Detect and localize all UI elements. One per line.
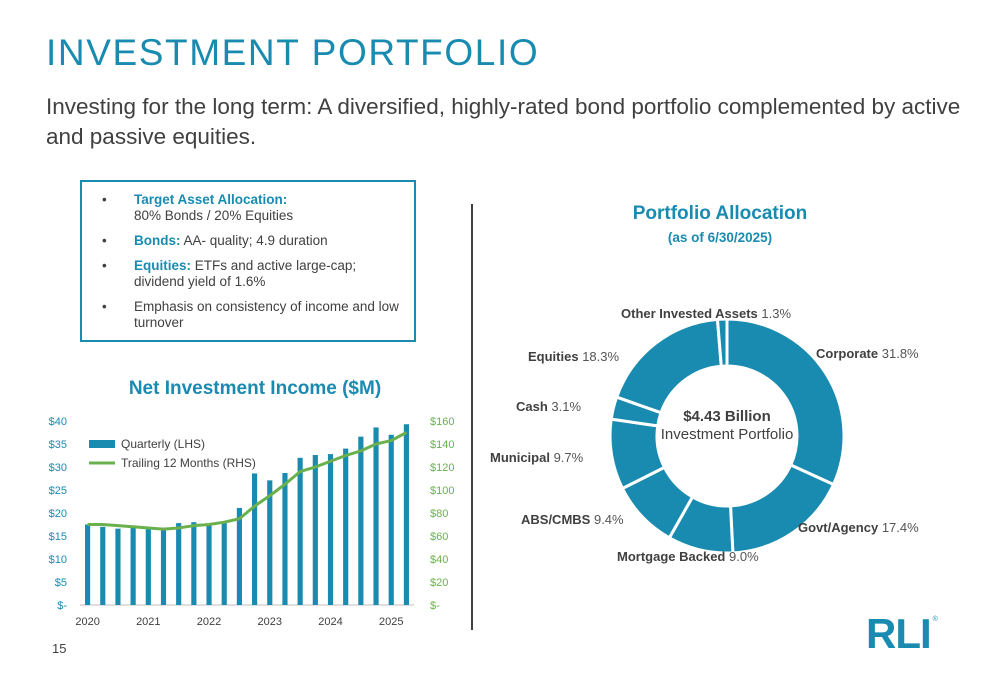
nii-right-tick-label: $100	[430, 485, 454, 497]
nii-right-tick-label: $60	[430, 531, 448, 543]
legend-label-quarterly: Quarterly (LHS)	[121, 437, 205, 451]
nii-bar	[206, 524, 212, 605]
pie-label-govt-agency: Govt/Agency 17.4%	[798, 520, 919, 535]
nii-bar	[100, 526, 106, 605]
pie-chart-subtitle: (as of 6/30/2025)	[667, 230, 773, 245]
nii-bar	[85, 524, 91, 605]
logo-registered-mark: ®	[932, 616, 938, 623]
donut-center-label: $4.43 Billion Investment Portfolio	[652, 408, 802, 444]
page-title: INVESTMENT PORTFOLIO	[46, 32, 540, 73]
nii-left-tick-label: $-	[57, 600, 67, 612]
legend-swatch-quarterly	[89, 440, 115, 448]
legend-label-ttm: Trailing 12 Months (RHS)	[121, 456, 256, 470]
pie-chart-title: Portfolio Allocation	[632, 203, 808, 224]
callout-label-equities: Equities:	[134, 258, 192, 273]
callout-text-equities: ETFs and active large-cap; dividend yiel…	[134, 258, 357, 289]
allocation-callout-box: Target Asset Allocation: 80% Bonds / 20%…	[80, 180, 416, 342]
callout-item-bonds: Bonds: AA- quality; 4.9 duration	[100, 233, 400, 249]
callout-label-bonds: Bonds:	[134, 233, 181, 248]
nii-left-tick-label: $5	[55, 577, 67, 589]
nii-bar	[297, 457, 303, 605]
nii-bar	[403, 424, 409, 605]
nii-left-tick-label: $40	[49, 416, 67, 428]
donut-slice-corporate	[725, 317, 846, 487]
callout-label-target: Target Asset Allocation:	[134, 192, 288, 207]
nii-bar	[327, 454, 334, 605]
pie-label-corporate: Corporate 31.8%	[816, 346, 919, 361]
nii-bar	[282, 472, 288, 605]
pie-label-abs-cmbs: ABS/CMBS 9.4%	[521, 512, 624, 527]
nii-chart-title: Net Investment Income ($M)	[128, 378, 382, 399]
nii-left-tick-label: $30	[49, 462, 67, 474]
nii-x-tick-label: 2021	[136, 616, 160, 628]
donut-slice-equities	[614, 317, 723, 415]
page-subtitle: Investing for the long term: A diversifi…	[46, 94, 961, 149]
nii-bar	[115, 528, 121, 605]
logo-text: RLI	[866, 610, 932, 657]
nii-left-tick-label: $25	[49, 485, 67, 497]
nii-x-tick-label: 2024	[318, 616, 342, 628]
nii-x-tick-label: 2023	[258, 616, 282, 628]
nii-bar	[267, 480, 273, 605]
nii-ttm-line	[87, 431, 408, 531]
nii-right-tick-label: $80	[430, 508, 448, 520]
pie-label-municipal: Municipal 9.7%	[490, 450, 584, 465]
nii-x-tick-label: 2020	[75, 616, 99, 628]
callout-item-emphasis: Emphasis on consistency of income and lo…	[100, 299, 400, 331]
nii-ttm-line-group	[87, 431, 408, 531]
callout-text-bonds: AA- quality; 4.9 duration	[183, 233, 328, 248]
nii-right-tick-label: $-	[430, 600, 440, 612]
donut-center-caption: Investment Portfolio	[660, 426, 794, 443]
pie-label-other-invested: Other Invested Assets 1.3%	[621, 306, 792, 321]
donut-slice-other-invested-assets	[715, 317, 729, 368]
nii-bar	[191, 522, 197, 605]
callout-item-equities: Equities: ETFs and active large-cap; div…	[100, 258, 400, 290]
nii-bar	[373, 427, 379, 605]
callout-text-emphasis: Emphasis on consistency of income and lo…	[134, 299, 399, 330]
nii-bar	[312, 455, 318, 605]
section-divider	[471, 204, 473, 630]
pie-label-cash: Cash 3.1%	[516, 399, 582, 414]
nii-bar	[343, 448, 349, 605]
nii-bars	[85, 424, 409, 605]
nii-bar	[252, 473, 258, 605]
callout-text-target: 80% Bonds / 20% Equities	[134, 208, 294, 223]
nii-right-tick-label: $120	[430, 462, 454, 474]
pie-label-equities: Equities 18.3%	[528, 349, 620, 364]
donut-slice-govt-agency	[728, 463, 836, 555]
nii-legend: Quarterly (LHS) Trailing 12 Months (RHS)	[89, 437, 256, 470]
nii-bar	[160, 527, 167, 605]
callout-list: Target Asset Allocation: 80% Bonds / 20%…	[100, 192, 400, 331]
nii-bar	[176, 523, 182, 605]
pie-label-mortgage-backed: Mortgage Backed 9.0%	[617, 549, 759, 564]
nii-right-tick-label: $160	[430, 416, 454, 428]
callout-item-target: Target Asset Allocation: 80% Bonds / 20%…	[100, 192, 400, 224]
nii-bar	[388, 434, 394, 605]
nii-left-tick-label: $20	[49, 508, 67, 520]
donut-center-value: $4.43 Billion	[683, 408, 771, 425]
nii-left-tick-label: $35	[49, 439, 67, 451]
nii-bar	[236, 507, 242, 605]
nii-axes: $- $5 $10 $15 $20 $25 $30 $35 $40 $- $20 $40 $60 $80 $…	[49, 416, 455, 628]
nii-bar	[358, 436, 364, 605]
nii-bar	[145, 529, 151, 605]
nii-x-tick-label: 2022	[197, 616, 221, 628]
nii-bar	[130, 526, 136, 605]
page-number: 15	[52, 641, 67, 656]
nii-left-tick-label: $10	[49, 554, 67, 566]
nii-x-tick-label: 2025	[379, 616, 403, 628]
nii-right-tick-label: $140	[430, 439, 454, 451]
nii-bar	[221, 521, 227, 605]
nii-left-tick-label: $15	[49, 531, 67, 543]
nii-right-tick-label: $40	[430, 554, 448, 566]
rli-logo: RLI ®	[866, 610, 938, 658]
nii-right-tick-label: $20	[430, 577, 448, 589]
